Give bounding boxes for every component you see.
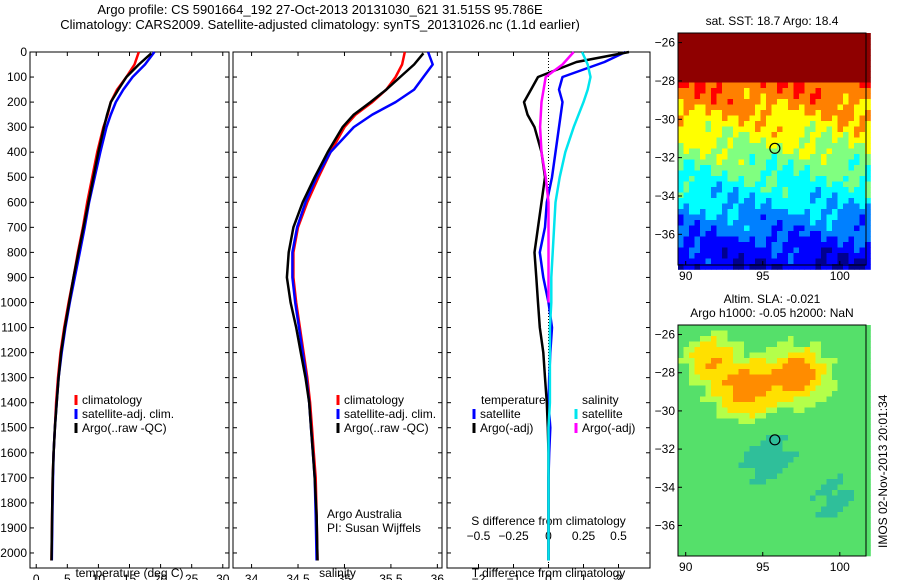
difference-series-2-line: [547, 51, 592, 561]
temperature-ytick-label: 1300: [0, 371, 27, 385]
temperature-ytick-label: 1600: [0, 446, 27, 460]
temperature-ytick-label: 1400: [0, 396, 27, 410]
salinity-xtick-label: 34.5: [286, 572, 310, 580]
temperature-xtick-label: 20: [154, 572, 168, 580]
temperature-ytick-label: 700: [7, 220, 27, 234]
temperature-ytick-label: 1500: [0, 421, 27, 435]
difference-salinity-legend-label: Argo(-adj): [582, 421, 635, 435]
sst_map-ytick-label: −28: [655, 74, 676, 88]
sst_map-ytick-label: −34: [655, 189, 676, 203]
temperature-series-2-line: [50, 52, 153, 561]
temperature-legend-label: satellite-adj. clim.: [82, 407, 174, 421]
temperature-ytick-label: 0: [20, 45, 27, 59]
sla-map-subtitle: Argo h1000: -0.05 h2000: NaN: [690, 306, 853, 320]
sst_map-ytick-label: −32: [655, 151, 676, 165]
difference-xtick-label: −1: [507, 572, 521, 580]
sst_map-heatmap-cells: [678, 33, 871, 270]
temperature-legend-label: Argo(..raw -QC): [82, 421, 167, 435]
difference-xtick-label: 1: [580, 572, 587, 580]
sla_map-xtick-label: 90: [679, 560, 693, 574]
figure-title-line-2: Climatology: CARS2009. Satellite-adjuste…: [60, 17, 580, 32]
difference-x2tick-label: −0.5: [467, 529, 491, 543]
sst_map-xtick-label: 90: [679, 269, 693, 283]
salinity-series-2-line: [285, 52, 425, 561]
sla_map-ytick-label: −32: [655, 442, 676, 456]
temperature-ytick-label: 2000: [0, 546, 27, 560]
temperature-xtick-label: 15: [123, 572, 137, 580]
salinity-xtick-label: 35.5: [379, 572, 403, 580]
difference-xtick-label: 0: [545, 572, 552, 580]
sla_map-ytick-label: −36: [655, 518, 676, 532]
salinity-annotation-line-2: PI: Susan Wijffels: [327, 521, 421, 535]
difference-temperature-legend-label: Argo(-adj): [480, 421, 533, 435]
difference-series-1-line: [522, 50, 630, 561]
difference-xtick-label: −2: [472, 572, 486, 580]
sla_map-argo-marker: [769, 434, 781, 446]
difference-legend-temperature-title: temperature: [481, 393, 546, 407]
temperature-legend-label: climatology: [82, 393, 142, 407]
sla_map-heatmap-cells: [678, 325, 871, 557]
temperature-ytick-label: 1000: [0, 295, 27, 309]
sla_map-xtick-label: 100: [830, 560, 850, 574]
temperature-ytick-label: 600: [7, 195, 27, 209]
sst_map-argo-marker: [769, 142, 781, 154]
sst-map-title: sat. SST: 18.7 Argo: 18.4: [706, 14, 839, 28]
difference-legend-salinity-title: salinity: [582, 393, 619, 407]
temperature-ytick-label: 200: [7, 95, 27, 109]
temperature-ytick-label: 1800: [0, 496, 27, 510]
temperature-ytick-label: 1200: [0, 346, 27, 360]
temperature-xlabel: temperature (deg C): [75, 566, 183, 580]
salinity-legend-label: satellite-adj. clim.: [344, 407, 436, 421]
difference-x2tick-label: −0.25: [498, 529, 529, 543]
sla_map-ytick-label: −34: [655, 480, 676, 494]
sla_map-xtick-label: 95: [756, 560, 770, 574]
temperature-ytick-label: 400: [7, 145, 27, 159]
sla_map-ytick-label: −26: [655, 328, 676, 342]
temperature-ytick-label: 1700: [0, 471, 27, 485]
temperature-xtick-label: 30: [216, 572, 230, 580]
temperature-ytick-label: 1900: [0, 521, 27, 535]
difference-series-3-line: [538, 51, 575, 303]
temperature-ytick-label: 500: [7, 170, 27, 184]
temperature-xtick-label: 5: [64, 572, 71, 580]
sla_map-ytick-label: −30: [655, 404, 676, 418]
difference-x2tick-label: 0.25: [572, 529, 596, 543]
temperature-ytick-label: 800: [7, 245, 27, 259]
salinity-xtick-label: 35: [338, 572, 352, 580]
difference-temperature-legend-label: satellite: [480, 407, 521, 421]
sla_map-ytick-label: −28: [655, 366, 676, 380]
difference-xlabel: T difference from climatology: [472, 566, 626, 580]
temperature-xtick-label: 0: [33, 572, 40, 580]
temperature-ytick-label: 100: [7, 70, 27, 84]
salinity-legend-label: climatology: [344, 393, 404, 407]
sst_map-xtick-label: 100: [830, 269, 850, 283]
sla-map-title: Altim. SLA: -0.021: [724, 292, 821, 306]
difference-salinity-legend-label: satellite: [582, 407, 623, 421]
temperature-xtick-label: 25: [185, 572, 199, 580]
sst_map-ytick-label: −30: [655, 112, 676, 126]
temperature-plot-frame: [29, 51, 230, 569]
difference-x2tick-label: 0.5: [610, 529, 627, 543]
figure-title-line-1: Argo profile: CS 5901664_192 27-Oct-2013…: [97, 2, 543, 17]
temperature-ytick-label: 900: [7, 270, 27, 284]
sst_map-ytick-label: −26: [655, 36, 676, 50]
salinity-legend-label: Argo(..raw -QC): [344, 421, 429, 435]
temperature-ytick-label: 1100: [1, 321, 27, 335]
temperature-ytick-label: 300: [7, 120, 27, 134]
sst_map-ytick-label: −36: [655, 227, 676, 241]
salinity-xlabel: salinity: [319, 566, 356, 580]
salinity-xtick-label: 34: [245, 572, 259, 580]
imos-timestamp-label: IMOS 02-Nov-2013 20:01:34: [876, 394, 890, 548]
sla_map-plot-frame: [677, 324, 867, 557]
salinity-plot-frame: [232, 51, 443, 569]
sst_map-plot-frame: [677, 32, 867, 266]
salinity-annotation-line-1: Argo Australia: [327, 507, 402, 521]
salinity-xtick-label: 36: [431, 572, 445, 580]
difference-xtick-label: 2: [615, 572, 622, 580]
sst_map-xtick-label: 95: [756, 269, 770, 283]
temperature-xtick-label: 10: [92, 572, 106, 580]
